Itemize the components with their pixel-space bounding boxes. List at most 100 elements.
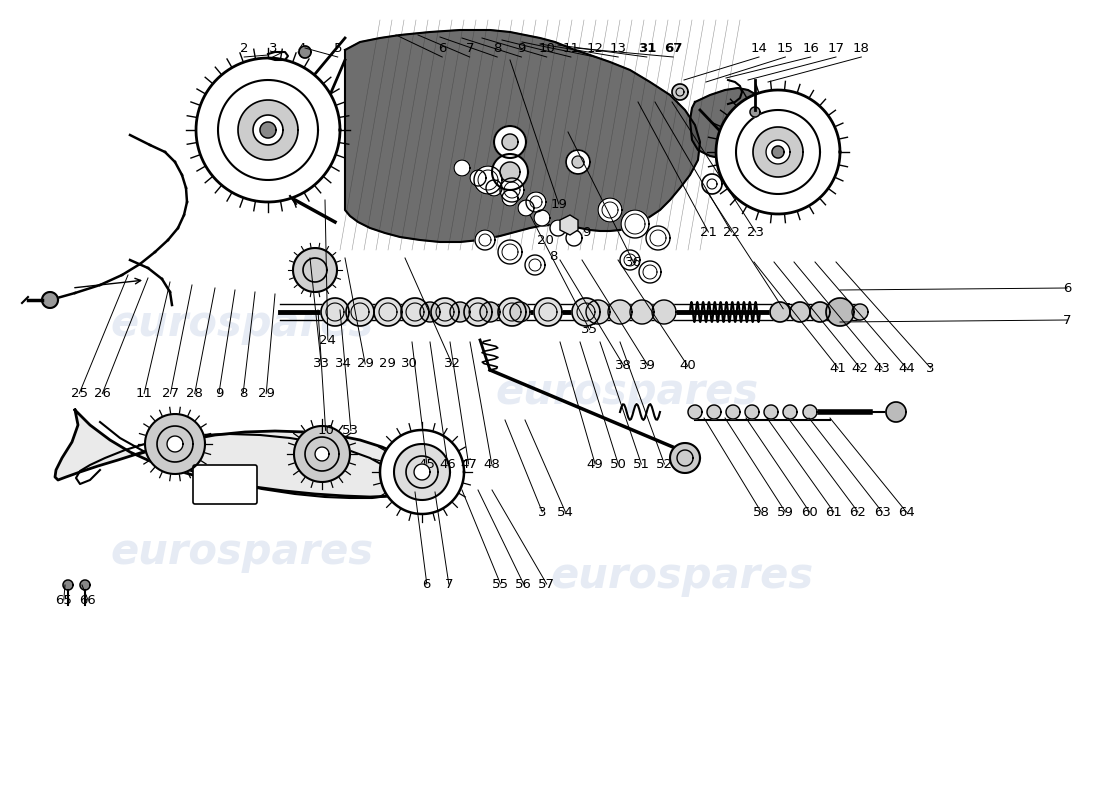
Text: 16: 16 xyxy=(802,42,820,54)
Text: 46: 46 xyxy=(439,458,456,470)
Polygon shape xyxy=(534,210,550,226)
Polygon shape xyxy=(502,190,518,206)
Polygon shape xyxy=(492,154,528,190)
Text: 48: 48 xyxy=(483,458,500,470)
Text: 3: 3 xyxy=(538,506,547,518)
Text: 24: 24 xyxy=(319,334,337,346)
Polygon shape xyxy=(766,140,790,164)
Polygon shape xyxy=(402,298,429,326)
Text: 9: 9 xyxy=(214,387,223,400)
Polygon shape xyxy=(293,248,337,292)
Text: 29: 29 xyxy=(378,358,396,370)
Polygon shape xyxy=(670,443,700,473)
Text: 37: 37 xyxy=(774,302,792,315)
Text: 39: 39 xyxy=(639,359,657,372)
Polygon shape xyxy=(374,298,401,326)
Polygon shape xyxy=(500,178,524,202)
Polygon shape xyxy=(726,405,740,419)
Text: 9: 9 xyxy=(517,42,526,54)
Text: 47: 47 xyxy=(460,458,477,470)
Polygon shape xyxy=(414,464,430,480)
Text: 62: 62 xyxy=(849,506,867,518)
Text: 35: 35 xyxy=(581,323,598,336)
Polygon shape xyxy=(379,430,464,514)
Polygon shape xyxy=(620,250,640,270)
Text: 51: 51 xyxy=(632,458,650,470)
Polygon shape xyxy=(260,122,276,138)
Polygon shape xyxy=(652,300,676,324)
Text: 54: 54 xyxy=(557,506,574,518)
Polygon shape xyxy=(321,298,349,326)
Polygon shape xyxy=(498,240,522,264)
Polygon shape xyxy=(42,292,58,308)
Text: 2: 2 xyxy=(240,42,249,54)
Text: 11: 11 xyxy=(562,42,580,54)
Polygon shape xyxy=(702,174,722,194)
Text: 53: 53 xyxy=(342,424,360,437)
Text: 38: 38 xyxy=(615,359,632,372)
Text: 11: 11 xyxy=(135,387,153,400)
Text: 7: 7 xyxy=(444,578,453,590)
Text: 52: 52 xyxy=(656,458,673,470)
Polygon shape xyxy=(764,405,778,419)
Polygon shape xyxy=(450,302,470,322)
Polygon shape xyxy=(464,298,492,326)
Polygon shape xyxy=(790,302,810,322)
Text: eurospares: eurospares xyxy=(550,555,814,597)
Polygon shape xyxy=(852,304,868,320)
Polygon shape xyxy=(608,300,632,324)
Text: 8: 8 xyxy=(493,42,502,54)
Polygon shape xyxy=(688,405,702,419)
Text: 27: 27 xyxy=(162,387,179,400)
Polygon shape xyxy=(772,146,784,158)
Text: 14: 14 xyxy=(750,42,768,54)
Text: 3: 3 xyxy=(926,362,935,374)
Polygon shape xyxy=(299,46,311,58)
Polygon shape xyxy=(621,210,649,238)
Text: 59: 59 xyxy=(777,506,794,518)
Polygon shape xyxy=(630,300,654,324)
Polygon shape xyxy=(586,300,611,324)
Text: 7: 7 xyxy=(1063,314,1071,326)
Polygon shape xyxy=(498,298,526,326)
Polygon shape xyxy=(572,298,600,326)
Polygon shape xyxy=(646,226,670,250)
Text: 6: 6 xyxy=(438,42,447,54)
Text: 12: 12 xyxy=(586,42,604,54)
Polygon shape xyxy=(63,580,73,590)
Polygon shape xyxy=(566,230,582,246)
Text: 28: 28 xyxy=(186,387,204,400)
Polygon shape xyxy=(494,126,526,158)
Text: 55: 55 xyxy=(492,578,509,590)
Text: 67: 67 xyxy=(664,42,682,54)
Text: 30: 30 xyxy=(400,358,418,370)
Text: 64: 64 xyxy=(898,506,915,518)
Polygon shape xyxy=(315,447,329,461)
Polygon shape xyxy=(566,150,590,174)
Text: 8: 8 xyxy=(549,250,558,262)
Text: 34: 34 xyxy=(334,358,352,370)
Text: 32: 32 xyxy=(443,358,461,370)
Polygon shape xyxy=(770,302,790,322)
Text: 36: 36 xyxy=(625,256,642,269)
Polygon shape xyxy=(526,192,546,212)
Text: 7: 7 xyxy=(465,42,474,54)
Text: 29: 29 xyxy=(257,387,275,400)
Polygon shape xyxy=(826,298,854,326)
Polygon shape xyxy=(745,405,759,419)
Text: eurospares: eurospares xyxy=(110,303,374,345)
Polygon shape xyxy=(475,230,495,250)
Polygon shape xyxy=(420,302,440,322)
Text: 33: 33 xyxy=(312,358,330,370)
Text: 9: 9 xyxy=(582,226,591,238)
Polygon shape xyxy=(486,180,502,196)
Text: 56: 56 xyxy=(515,578,532,590)
Text: 40: 40 xyxy=(679,359,696,372)
Polygon shape xyxy=(167,436,183,452)
Polygon shape xyxy=(534,298,562,326)
Polygon shape xyxy=(639,261,661,283)
Polygon shape xyxy=(810,302,830,322)
Polygon shape xyxy=(803,405,817,419)
Text: 50: 50 xyxy=(609,458,627,470)
Text: 49: 49 xyxy=(586,458,604,470)
